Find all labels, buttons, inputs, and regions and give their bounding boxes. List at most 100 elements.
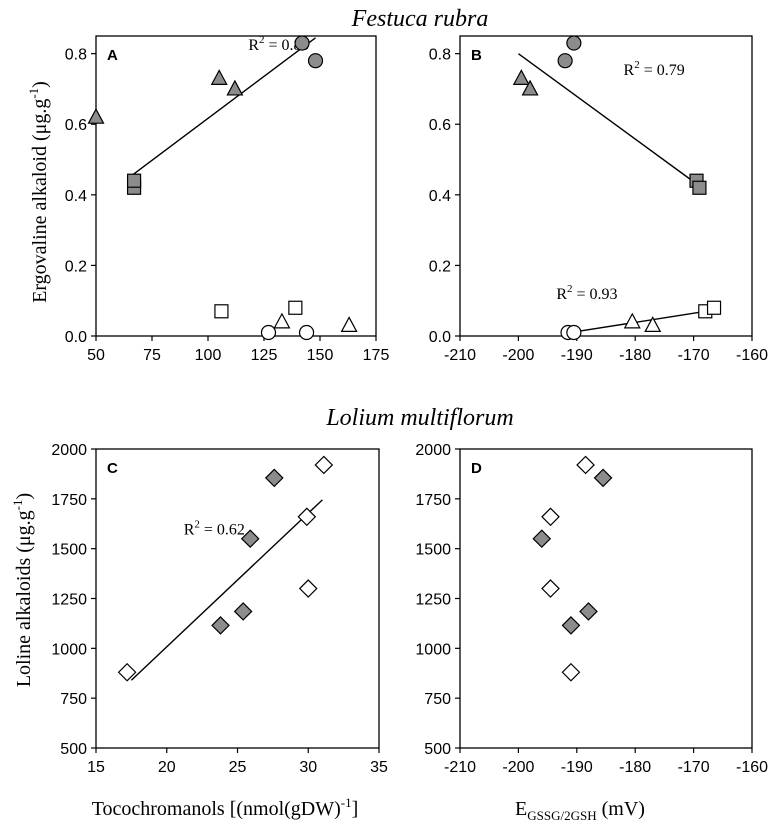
data-point-diamond	[314, 455, 334, 475]
species-title-bottom: Lolium multiflorum	[325, 405, 513, 431]
y-tick-label: 1000	[415, 641, 451, 658]
y-tick-label: 1250	[51, 592, 87, 609]
r-squared-label: R2 = 0.62	[184, 519, 245, 539]
data-point-diamond	[211, 616, 230, 635]
data-point-diamond	[298, 579, 318, 598]
data-point-diamond	[561, 616, 581, 635]
panel-letter-d: D	[471, 460, 482, 477]
x-tick-label: 150	[307, 347, 334, 364]
x-tick-label: -210	[444, 347, 476, 364]
r-squared-label: R2 = 0.79	[624, 59, 685, 79]
data-point-diamond	[240, 529, 260, 549]
x-tick-label: -160	[736, 347, 768, 364]
x-tick-label: 15	[87, 759, 105, 776]
data-point-triangle	[644, 316, 662, 333]
y-tick-label: 0.0	[65, 329, 87, 346]
data-point-diamond	[264, 468, 284, 488]
y-tick-label: 1000	[51, 641, 87, 658]
y-tick-label: 500	[424, 741, 451, 758]
x-axis-label-c: Tocochromanols [(nmol(gDW)-1]	[92, 795, 359, 820]
y-tick-label: 0.0	[429, 329, 451, 346]
x-tick-label: 25	[229, 759, 247, 776]
regression-line	[131, 37, 316, 176]
x-tick-label: 50	[87, 347, 105, 364]
x-tick-label: -180	[619, 759, 651, 776]
data-point-diamond	[579, 602, 598, 621]
x-tick-label: -170	[678, 347, 710, 364]
data-point-square	[214, 304, 229, 319]
y-tick-label: 0.6	[65, 117, 87, 134]
y-tick-label: 2000	[415, 442, 451, 459]
data-point-square	[126, 173, 142, 188]
x-tick-label: -160	[736, 759, 768, 776]
y-tick-label: 0.2	[429, 258, 451, 275]
y-tick-label: 0.8	[429, 47, 451, 64]
data-point-triangle	[226, 79, 244, 96]
data-point-circle	[566, 35, 582, 51]
plot-frame-a	[95, 35, 377, 337]
data-point-circle	[294, 35, 310, 51]
x-tick-label: 125	[251, 347, 278, 364]
data-point-diamond	[561, 662, 581, 682]
panel-letter-c: C	[107, 460, 118, 477]
y-tick-label: 1250	[415, 592, 451, 609]
x-tick-label: 175	[363, 347, 390, 364]
data-point-triangle	[210, 69, 228, 85]
regression-line	[130, 499, 323, 681]
y-tick-label: 0.4	[429, 188, 451, 205]
data-point-circle	[298, 324, 315, 341]
panel-d: D -210 -200 -190 -180 -170 -160 500 750 1000 1250 1…	[415, 442, 768, 776]
data-point-circle	[557, 53, 573, 69]
data-point-triangle	[512, 69, 530, 85]
panel-a: A50 75 100 125 150 1750.00.20.40.60.8R2 = 0.8…	[65, 34, 390, 364]
y-tick-label: 0.2	[65, 258, 87, 275]
y-tick-label: 1500	[415, 542, 451, 559]
data-point-triangle	[273, 312, 291, 329]
y-tick-label: 0.8	[65, 47, 87, 64]
data-point-triangle	[623, 312, 641, 329]
x-tick-label: -190	[561, 347, 593, 364]
x-tick-label: -200	[502, 759, 534, 776]
data-point-diamond	[233, 602, 253, 621]
y-axis-label-bottom: Loline alkaloids (μg.g-1)	[10, 493, 35, 687]
x-tick-label: 75	[143, 347, 161, 364]
data-point-diamond	[541, 507, 560, 527]
data-point-diamond	[541, 579, 560, 598]
x-tick-label: -200	[502, 347, 534, 364]
data-point-circle	[307, 53, 324, 69]
panel-b: B -210 -200 -190 -180 -170 -160 0.0 0.2 0.4 0.6 0.8…	[429, 35, 768, 364]
plot-frame-c	[95, 448, 380, 749]
y-tick-label: 750	[424, 691, 451, 708]
x-tick-label: 35	[370, 759, 388, 776]
data-point-triangle	[521, 79, 539, 96]
data-point-diamond	[532, 529, 552, 549]
x-tick-label: 20	[158, 759, 176, 776]
data-point-square	[288, 300, 303, 315]
y-tick-label: 0.6	[429, 117, 451, 134]
y-tick-label: 1750	[415, 492, 451, 509]
plot-frame-d	[459, 448, 753, 749]
y-tick-label: 500	[60, 741, 87, 758]
y-axis-label-top: Ergovaline alkaloid (μg.g-1)	[26, 81, 51, 303]
x-tick-label: -210	[444, 759, 476, 776]
data-point-triangle	[87, 107, 105, 124]
regression-line	[517, 53, 700, 187]
y-tick-label: 0.4	[65, 188, 87, 205]
data-point-square	[706, 300, 722, 315]
y-tick-label: 1500	[51, 542, 87, 559]
data-point-circle	[260, 324, 277, 341]
species-title-top: Festuca rubra	[351, 6, 489, 32]
x-tick-label: -190	[561, 759, 593, 776]
panel-letter-a: A	[107, 47, 118, 64]
x-axis-label-d: EGSSG/2GSH (mV)	[515, 798, 645, 823]
y-tick-label: 750	[60, 691, 87, 708]
data-point-triangle	[340, 316, 358, 333]
plot-frame-b	[459, 35, 753, 337]
data-point-square	[692, 180, 707, 195]
r-squared-label: R2 = 0.93	[556, 283, 617, 303]
x-tick-label: -180	[619, 347, 651, 364]
panel-letter-b: B	[471, 47, 482, 64]
x-tick-label: 30	[299, 759, 317, 776]
data-point-diamond	[576, 455, 595, 475]
